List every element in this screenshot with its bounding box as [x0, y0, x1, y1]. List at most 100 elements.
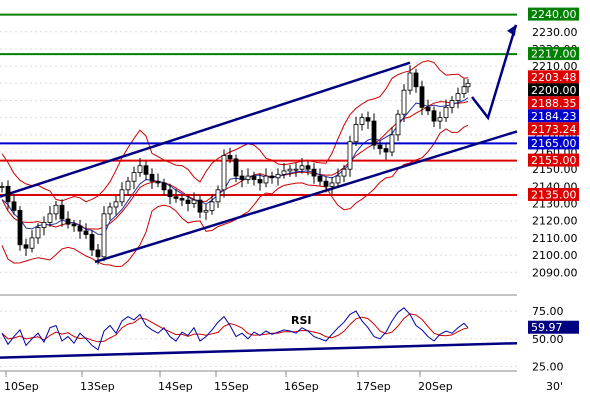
candle: [257, 173, 263, 191]
rsi-value-badge-background: [528, 320, 579, 334]
value-badge: 2155.00: [528, 153, 579, 167]
x-tick-label: 13Sep: [80, 380, 115, 393]
candle: [209, 194, 215, 215]
candle-body: [323, 180, 329, 187]
candle: [419, 80, 425, 116]
candle-body: [29, 237, 35, 249]
y-tick-label: 2210.00: [532, 60, 578, 73]
candle: [23, 238, 29, 256]
candle: [77, 219, 83, 239]
candle: [353, 116, 359, 146]
x-tick-label: 16Sep: [284, 380, 319, 393]
candle-body: [143, 165, 149, 175]
candle: [329, 176, 335, 195]
candle: [173, 188, 179, 203]
candle: [155, 173, 161, 188]
value-badge-label: 2240.00: [531, 8, 577, 21]
candle-body: [335, 175, 341, 184]
value-badge: 2200.00: [528, 83, 579, 97]
x-tick-label: 17Sep: [356, 380, 391, 393]
candle: [437, 111, 443, 129]
rsi-line: [1, 307, 469, 351]
candle-body: [119, 189, 125, 203]
candle: [131, 166, 137, 189]
value-badge: 2165.00: [528, 136, 579, 150]
candle-body: [179, 197, 185, 201]
value-badge-label: 2217.00: [531, 48, 577, 61]
candle-body: [275, 173, 281, 179]
value-badge-background: [528, 187, 579, 201]
value-badge-label: 2200.00: [531, 84, 577, 97]
candle-body: [245, 175, 251, 180]
candle-body: [287, 168, 293, 172]
candle: [305, 161, 311, 176]
candle: [125, 176, 131, 196]
candle-body: [425, 106, 431, 112]
candle: [185, 194, 191, 212]
candle: [407, 65, 413, 95]
y-tick-label: 2090.00: [532, 266, 578, 279]
candle: [281, 163, 287, 179]
candle: [203, 204, 209, 220]
projection-arrow: [471, 24, 518, 121]
candle: [161, 178, 167, 196]
candle-body: [5, 185, 11, 203]
candle-body: [413, 72, 419, 88]
candle: [317, 168, 323, 186]
candle-body: [311, 168, 317, 177]
rsi-trendline: [0, 341, 518, 359]
candle: [365, 111, 371, 129]
rsi-y-tick-label: 75.00: [532, 305, 564, 318]
value-badge-background: [528, 153, 579, 167]
candle-body: [377, 144, 383, 149]
candle: [293, 163, 299, 177]
candle: [275, 168, 281, 186]
candle-body: [359, 117, 365, 125]
value-badge-label: 2184.23: [531, 110, 577, 123]
candle: [233, 154, 239, 183]
value-badge: 2203.48: [528, 70, 579, 84]
candle: [113, 195, 119, 215]
candle-body: [65, 218, 71, 225]
candle: [5, 180, 11, 210]
candle: [389, 127, 395, 157]
y-tick-label: 2230.00: [532, 26, 578, 39]
candle-body: [305, 165, 311, 170]
candle: [227, 147, 233, 164]
candle-body: [167, 189, 173, 198]
candle: [53, 200, 59, 220]
channel-lower-line: [94, 130, 518, 264]
candle-body: [191, 199, 197, 204]
candle: [335, 168, 341, 188]
candle-body: [455, 93, 461, 101]
x-tick-label: 20Sep: [418, 380, 453, 393]
candle: [455, 87, 461, 109]
candle: [239, 170, 245, 188]
candle: [263, 168, 269, 188]
candle-body: [215, 189, 221, 203]
candle-body: [329, 182, 335, 187]
candle-body: [269, 175, 275, 179]
value-badge-background: [528, 7, 579, 21]
candle: [341, 164, 347, 183]
candle: [347, 135, 353, 177]
candle-body: [125, 180, 131, 191]
candle: [425, 99, 431, 116]
candle: [95, 243, 101, 265]
value-badge: 2173.24: [528, 122, 579, 136]
candle-body: [233, 158, 239, 177]
candle-body: [401, 89, 407, 115]
candle: [71, 219, 77, 232]
candle-body: [437, 117, 443, 122]
candle-body: [431, 110, 437, 122]
candle: [137, 158, 143, 177]
candle: [143, 161, 149, 181]
candle: [17, 206, 23, 251]
candle-body: [407, 72, 413, 91]
y-tick-label: 2120.00: [532, 215, 578, 228]
value-badge-label: 2135.00: [531, 188, 577, 201]
candle: [191, 192, 197, 208]
candle-body: [83, 230, 89, 235]
candle: [35, 223, 41, 244]
value-badge: 2135.00: [528, 187, 579, 201]
